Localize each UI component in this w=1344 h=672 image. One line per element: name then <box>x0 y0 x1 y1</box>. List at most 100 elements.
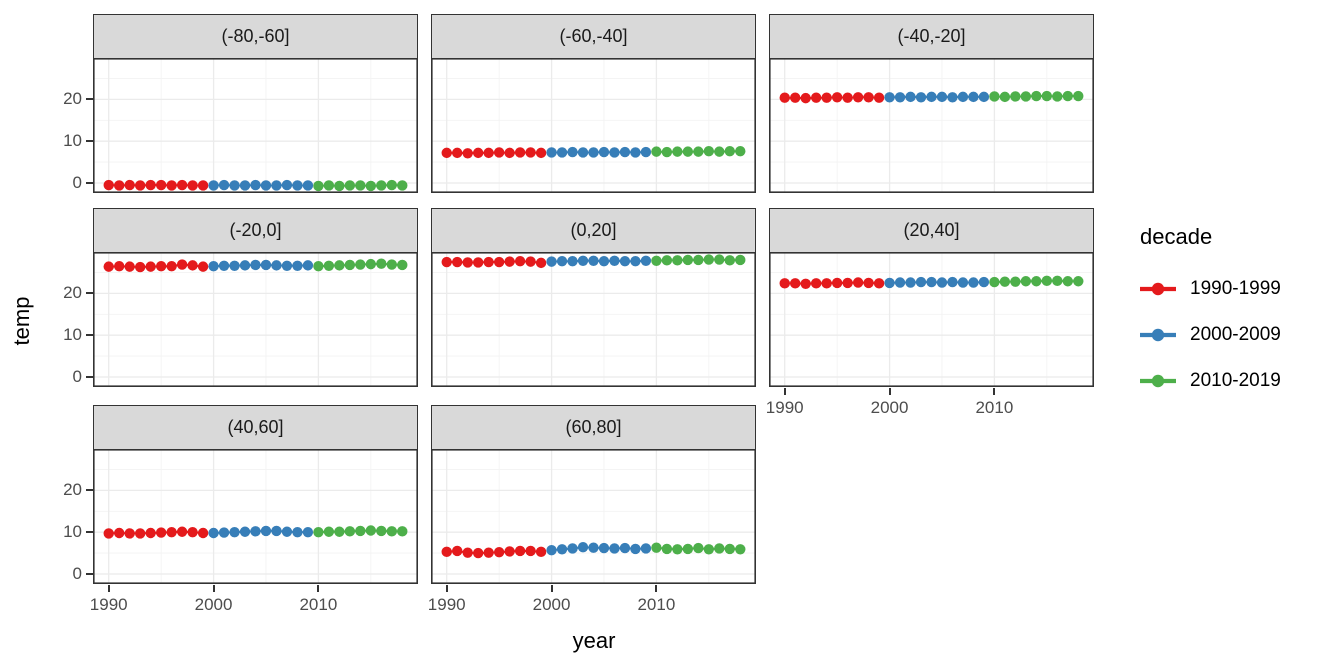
data-point <box>334 526 345 537</box>
data-point <box>724 255 735 266</box>
data-point <box>271 180 282 191</box>
facet-strip-label: (-40,-20] <box>769 14 1094 60</box>
data-point <box>1073 90 1084 102</box>
data-point <box>124 179 135 191</box>
data-point <box>452 147 463 159</box>
decade-line <box>889 281 984 284</box>
data-point <box>800 278 811 289</box>
data-point <box>619 255 631 267</box>
data-point <box>936 277 948 288</box>
data-point <box>197 180 209 191</box>
facet-panel <box>431 252 756 387</box>
data-point <box>556 147 568 158</box>
data-point <box>588 255 599 266</box>
data-point <box>260 180 272 191</box>
decade-line <box>446 151 542 155</box>
data-point <box>250 526 261 537</box>
data-point <box>1052 275 1063 287</box>
x-tick-label: 2000 <box>870 398 909 417</box>
data-point <box>978 91 990 103</box>
data-point <box>682 146 694 157</box>
data-point <box>1073 276 1084 287</box>
data-point <box>302 526 314 538</box>
data-point <box>779 92 790 103</box>
data-point <box>208 261 219 272</box>
data-point <box>281 260 293 271</box>
data-point <box>397 180 408 191</box>
data-point <box>452 545 463 557</box>
x-tick-label: 2000 <box>194 595 233 614</box>
data-point <box>852 277 864 288</box>
data-point <box>651 542 662 553</box>
data-point <box>313 180 324 192</box>
decade-line <box>784 281 880 285</box>
data-point <box>546 147 557 158</box>
data-point <box>386 179 397 191</box>
data-point <box>957 277 969 288</box>
data-point <box>441 147 452 159</box>
data-point <box>810 278 822 289</box>
data-point <box>166 261 177 272</box>
facet-strip-label: (-60,-40] <box>431 14 756 60</box>
legend-key-icon <box>1140 328 1176 342</box>
data-point <box>905 91 916 103</box>
decade-line <box>784 96 880 100</box>
data-point <box>957 91 969 103</box>
y-tick-mark <box>86 375 93 378</box>
data-point <box>281 526 293 537</box>
data-point <box>155 261 167 272</box>
facet-panel <box>769 58 1094 193</box>
facet-panel <box>93 449 418 584</box>
y-tick-label: 0 <box>72 366 82 386</box>
y-tick-label: 20 <box>63 283 82 303</box>
data-point <box>365 258 377 270</box>
data-point <box>842 92 853 103</box>
y-tick-mark <box>86 334 93 337</box>
data-point <box>735 146 746 157</box>
legend-key-icon <box>1140 282 1176 296</box>
data-point <box>281 179 293 191</box>
data-point <box>218 260 230 271</box>
data-point <box>810 92 822 103</box>
legend-label: 2000-2009 <box>1190 324 1281 345</box>
data-point <box>472 257 484 268</box>
data-point <box>493 547 505 558</box>
data-point <box>302 180 314 191</box>
data-point <box>884 92 895 103</box>
data-point <box>535 147 547 159</box>
x-axis-title: year <box>572 628 616 653</box>
data-point <box>504 546 515 557</box>
data-point <box>598 542 610 554</box>
data-point <box>124 528 135 539</box>
data-point <box>397 259 408 271</box>
data-point <box>452 256 463 268</box>
data-point <box>176 526 188 537</box>
x-tick-label: 1990 <box>89 595 128 614</box>
data-point <box>1062 90 1073 102</box>
data-point <box>114 180 125 191</box>
data-point <box>462 547 473 558</box>
data-point <box>999 276 1011 287</box>
data-point <box>915 92 927 103</box>
data-point <box>176 179 188 191</box>
data-point <box>365 525 377 536</box>
data-point <box>842 277 853 289</box>
data-point <box>609 543 620 554</box>
data-point <box>703 544 715 555</box>
data-point <box>831 92 843 103</box>
data-point <box>546 256 557 267</box>
data-point <box>166 180 177 191</box>
data-point <box>619 542 631 554</box>
decade-line <box>551 546 646 552</box>
data-point <box>483 547 494 558</box>
data-point <box>577 147 589 158</box>
data-point <box>556 255 568 267</box>
data-point <box>703 254 715 265</box>
facet-panel <box>769 252 1094 387</box>
y-axis-title: temp <box>9 296 34 346</box>
x-tick-mark <box>445 585 448 592</box>
data-point <box>640 543 652 554</box>
data-point <box>1062 276 1073 287</box>
data-point <box>334 180 345 192</box>
data-point <box>714 254 725 265</box>
